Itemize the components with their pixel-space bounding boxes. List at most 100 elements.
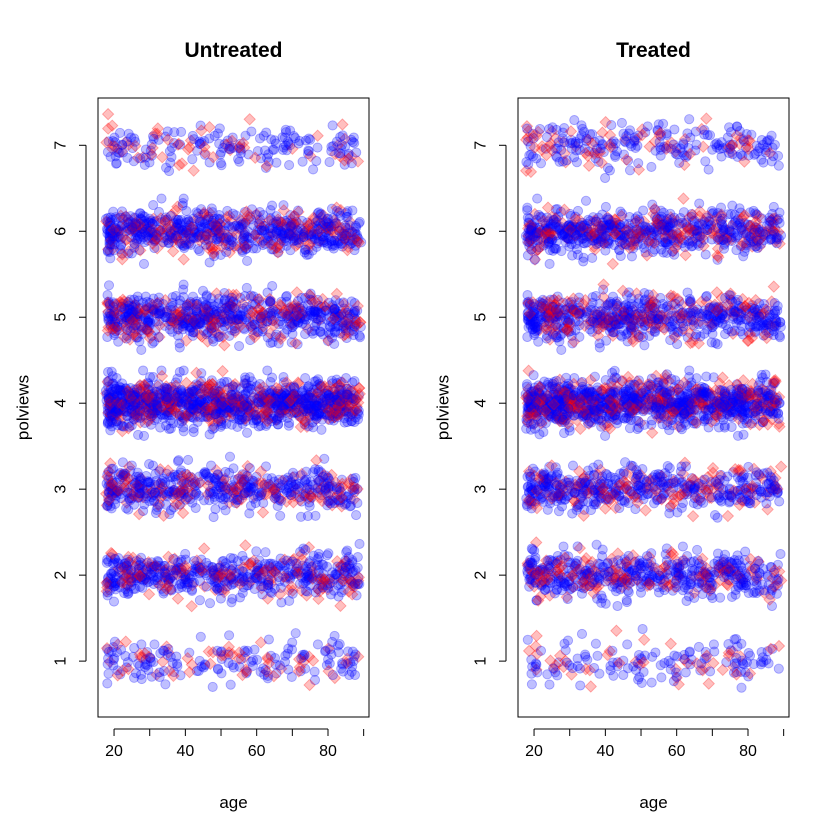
point-circle — [105, 400, 116, 411]
point-circle — [298, 578, 309, 589]
point-circle — [110, 580, 121, 591]
point-circle — [230, 210, 241, 221]
point-diamond — [236, 668, 249, 682]
point-circle — [113, 226, 124, 237]
point-circle — [532, 667, 543, 678]
point-circle — [309, 674, 321, 686]
point-circle — [128, 323, 139, 334]
point-diamond — [125, 568, 139, 581]
point-diamond — [206, 646, 220, 659]
point-diamond — [302, 650, 316, 663]
point-circle — [104, 585, 115, 596]
point-diamond — [168, 552, 181, 565]
point-circle — [239, 555, 250, 566]
point-circle — [594, 668, 605, 679]
point-circle — [234, 661, 245, 672]
point-circle — [199, 495, 210, 506]
point-circle — [206, 574, 217, 585]
point-circle — [132, 658, 144, 669]
point-diamond — [237, 561, 250, 574]
point-diamond — [202, 645, 216, 658]
point-circle — [327, 669, 338, 681]
point-diamond — [225, 563, 238, 576]
point-circle — [129, 387, 140, 398]
point-circle — [206, 460, 217, 471]
point-circle — [283, 664, 294, 675]
point-circle — [621, 595, 632, 606]
point-circle — [159, 645, 170, 656]
point-diamond — [103, 655, 117, 668]
point-circle — [226, 565, 237, 576]
point-circle — [148, 200, 159, 211]
point-circle — [228, 553, 239, 564]
point-circle — [327, 567, 338, 578]
point-diamond — [312, 592, 325, 606]
point-circle — [255, 666, 266, 677]
point-circle — [677, 541, 688, 552]
point-diamond — [339, 555, 353, 569]
point-circle — [187, 403, 198, 414]
point-circle — [119, 558, 130, 569]
point-circle — [548, 663, 559, 674]
point-circle — [209, 572, 220, 584]
point-circle — [108, 567, 120, 578]
point-circle — [105, 568, 117, 579]
point-diamond — [311, 582, 324, 595]
point-diamond — [313, 573, 327, 587]
point-circle — [106, 646, 117, 657]
point-diamond — [131, 568, 144, 581]
point-circle — [273, 478, 284, 489]
point-circle — [105, 573, 116, 584]
point-diamond — [121, 579, 134, 593]
point-circle — [256, 311, 267, 322]
point-circle — [158, 645, 169, 656]
point-circle — [663, 655, 674, 666]
point-circle — [297, 560, 308, 571]
point-circle — [301, 314, 312, 325]
point-diamond — [232, 652, 246, 666]
point-circle — [142, 647, 153, 658]
point-circle — [330, 569, 341, 580]
point-circle — [270, 564, 282, 575]
point-circle — [268, 305, 279, 317]
point-circle — [214, 582, 225, 593]
point-diamond — [104, 546, 118, 560]
point-circle — [189, 134, 200, 145]
point-circle — [726, 591, 738, 602]
point-diamond — [160, 570, 173, 583]
point-circle — [147, 218, 158, 229]
point-circle — [112, 144, 123, 155]
point-diamond — [164, 583, 177, 597]
point-circle — [113, 558, 124, 569]
point-circle — [228, 662, 239, 673]
point-circle — [115, 562, 127, 573]
point-circle — [212, 663, 224, 674]
point-circle — [339, 565, 351, 576]
point-circle — [188, 327, 199, 338]
point-circle — [269, 583, 280, 594]
point-circle — [272, 403, 283, 414]
point-circle — [191, 665, 202, 677]
point-circle — [285, 558, 296, 569]
point-circle — [136, 344, 147, 355]
point-circle — [618, 669, 629, 681]
point-circle — [204, 598, 216, 609]
point-circle — [300, 576, 311, 587]
point-circle — [154, 671, 165, 683]
point-circle — [227, 659, 238, 671]
point-circle — [222, 304, 233, 316]
point-diamond — [664, 637, 678, 650]
point-circle — [102, 246, 113, 257]
point-circle — [320, 305, 331, 316]
point-circle — [107, 390, 118, 401]
point-circle — [192, 566, 203, 577]
point-circle — [123, 564, 134, 575]
point-circle — [295, 666, 306, 677]
point-diamond — [112, 562, 125, 576]
point-circle — [274, 660, 285, 671]
point-circle — [324, 644, 336, 655]
point-circle — [153, 332, 164, 343]
point-circle — [188, 577, 199, 588]
point-circle — [143, 576, 155, 587]
